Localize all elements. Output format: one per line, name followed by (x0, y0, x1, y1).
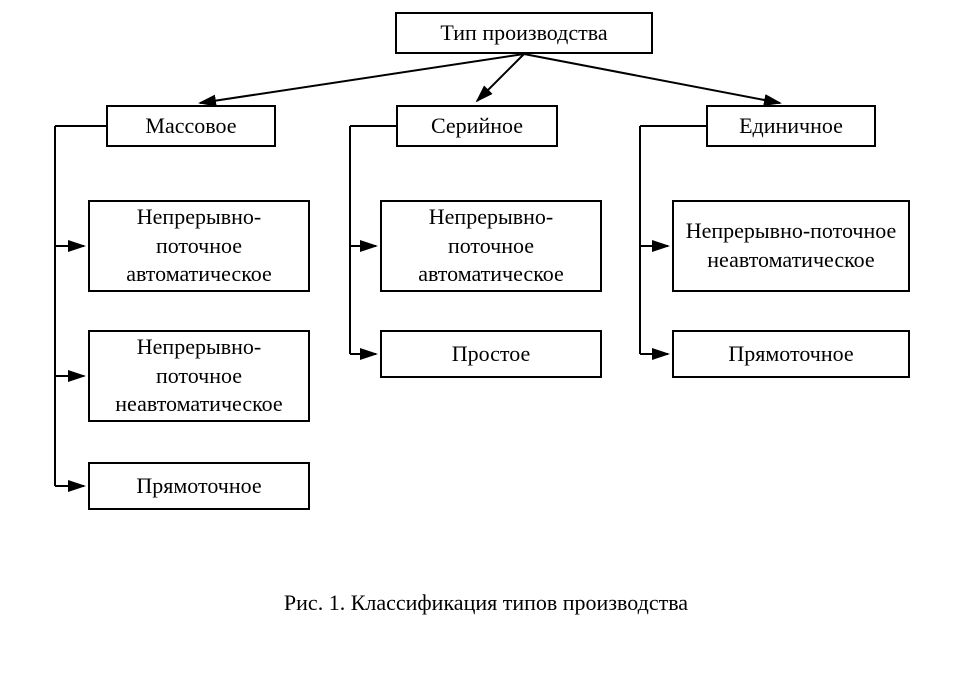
node-m3: Прямоточное (88, 462, 310, 510)
node-e2-label: Прямоточное (728, 340, 853, 369)
node-single-label: Единичное (739, 112, 843, 141)
node-m2: Непрерывно-поточное неавтоматическое (88, 330, 310, 422)
node-m3-label: Прямоточное (136, 472, 261, 501)
node-mass-label: Массовое (145, 112, 236, 141)
node-s2: Простое (380, 330, 602, 378)
node-e1-label: Непрерывно-поточное неавтоматическое (682, 217, 900, 274)
node-m1-label: Непрерывно-поточное автоматическое (98, 203, 300, 289)
node-s2-label: Простое (452, 340, 531, 369)
node-root: Тип производства (395, 12, 653, 54)
node-m1: Непрерывно-поточное автоматическое (88, 200, 310, 292)
node-serial-label: Серийное (431, 112, 523, 141)
node-e1: Непрерывно-поточное неавтоматическое (672, 200, 910, 292)
node-e2: Прямоточное (672, 330, 910, 378)
node-mass: Массовое (106, 105, 276, 147)
node-m2-label: Непрерывно-поточное неавтоматическое (98, 333, 300, 419)
node-s1-label: Непрерывно-поточное автоматическое (390, 203, 592, 289)
node-single: Единичное (706, 105, 876, 147)
figure-caption: Рис. 1. Классификация типов производства (0, 590, 972, 616)
node-root-label: Тип производства (440, 19, 607, 48)
node-serial: Серийное (396, 105, 558, 147)
figure-caption-text: Рис. 1. Классификация типов производства (284, 590, 688, 615)
node-s1: Непрерывно-поточное автоматическое (380, 200, 602, 292)
